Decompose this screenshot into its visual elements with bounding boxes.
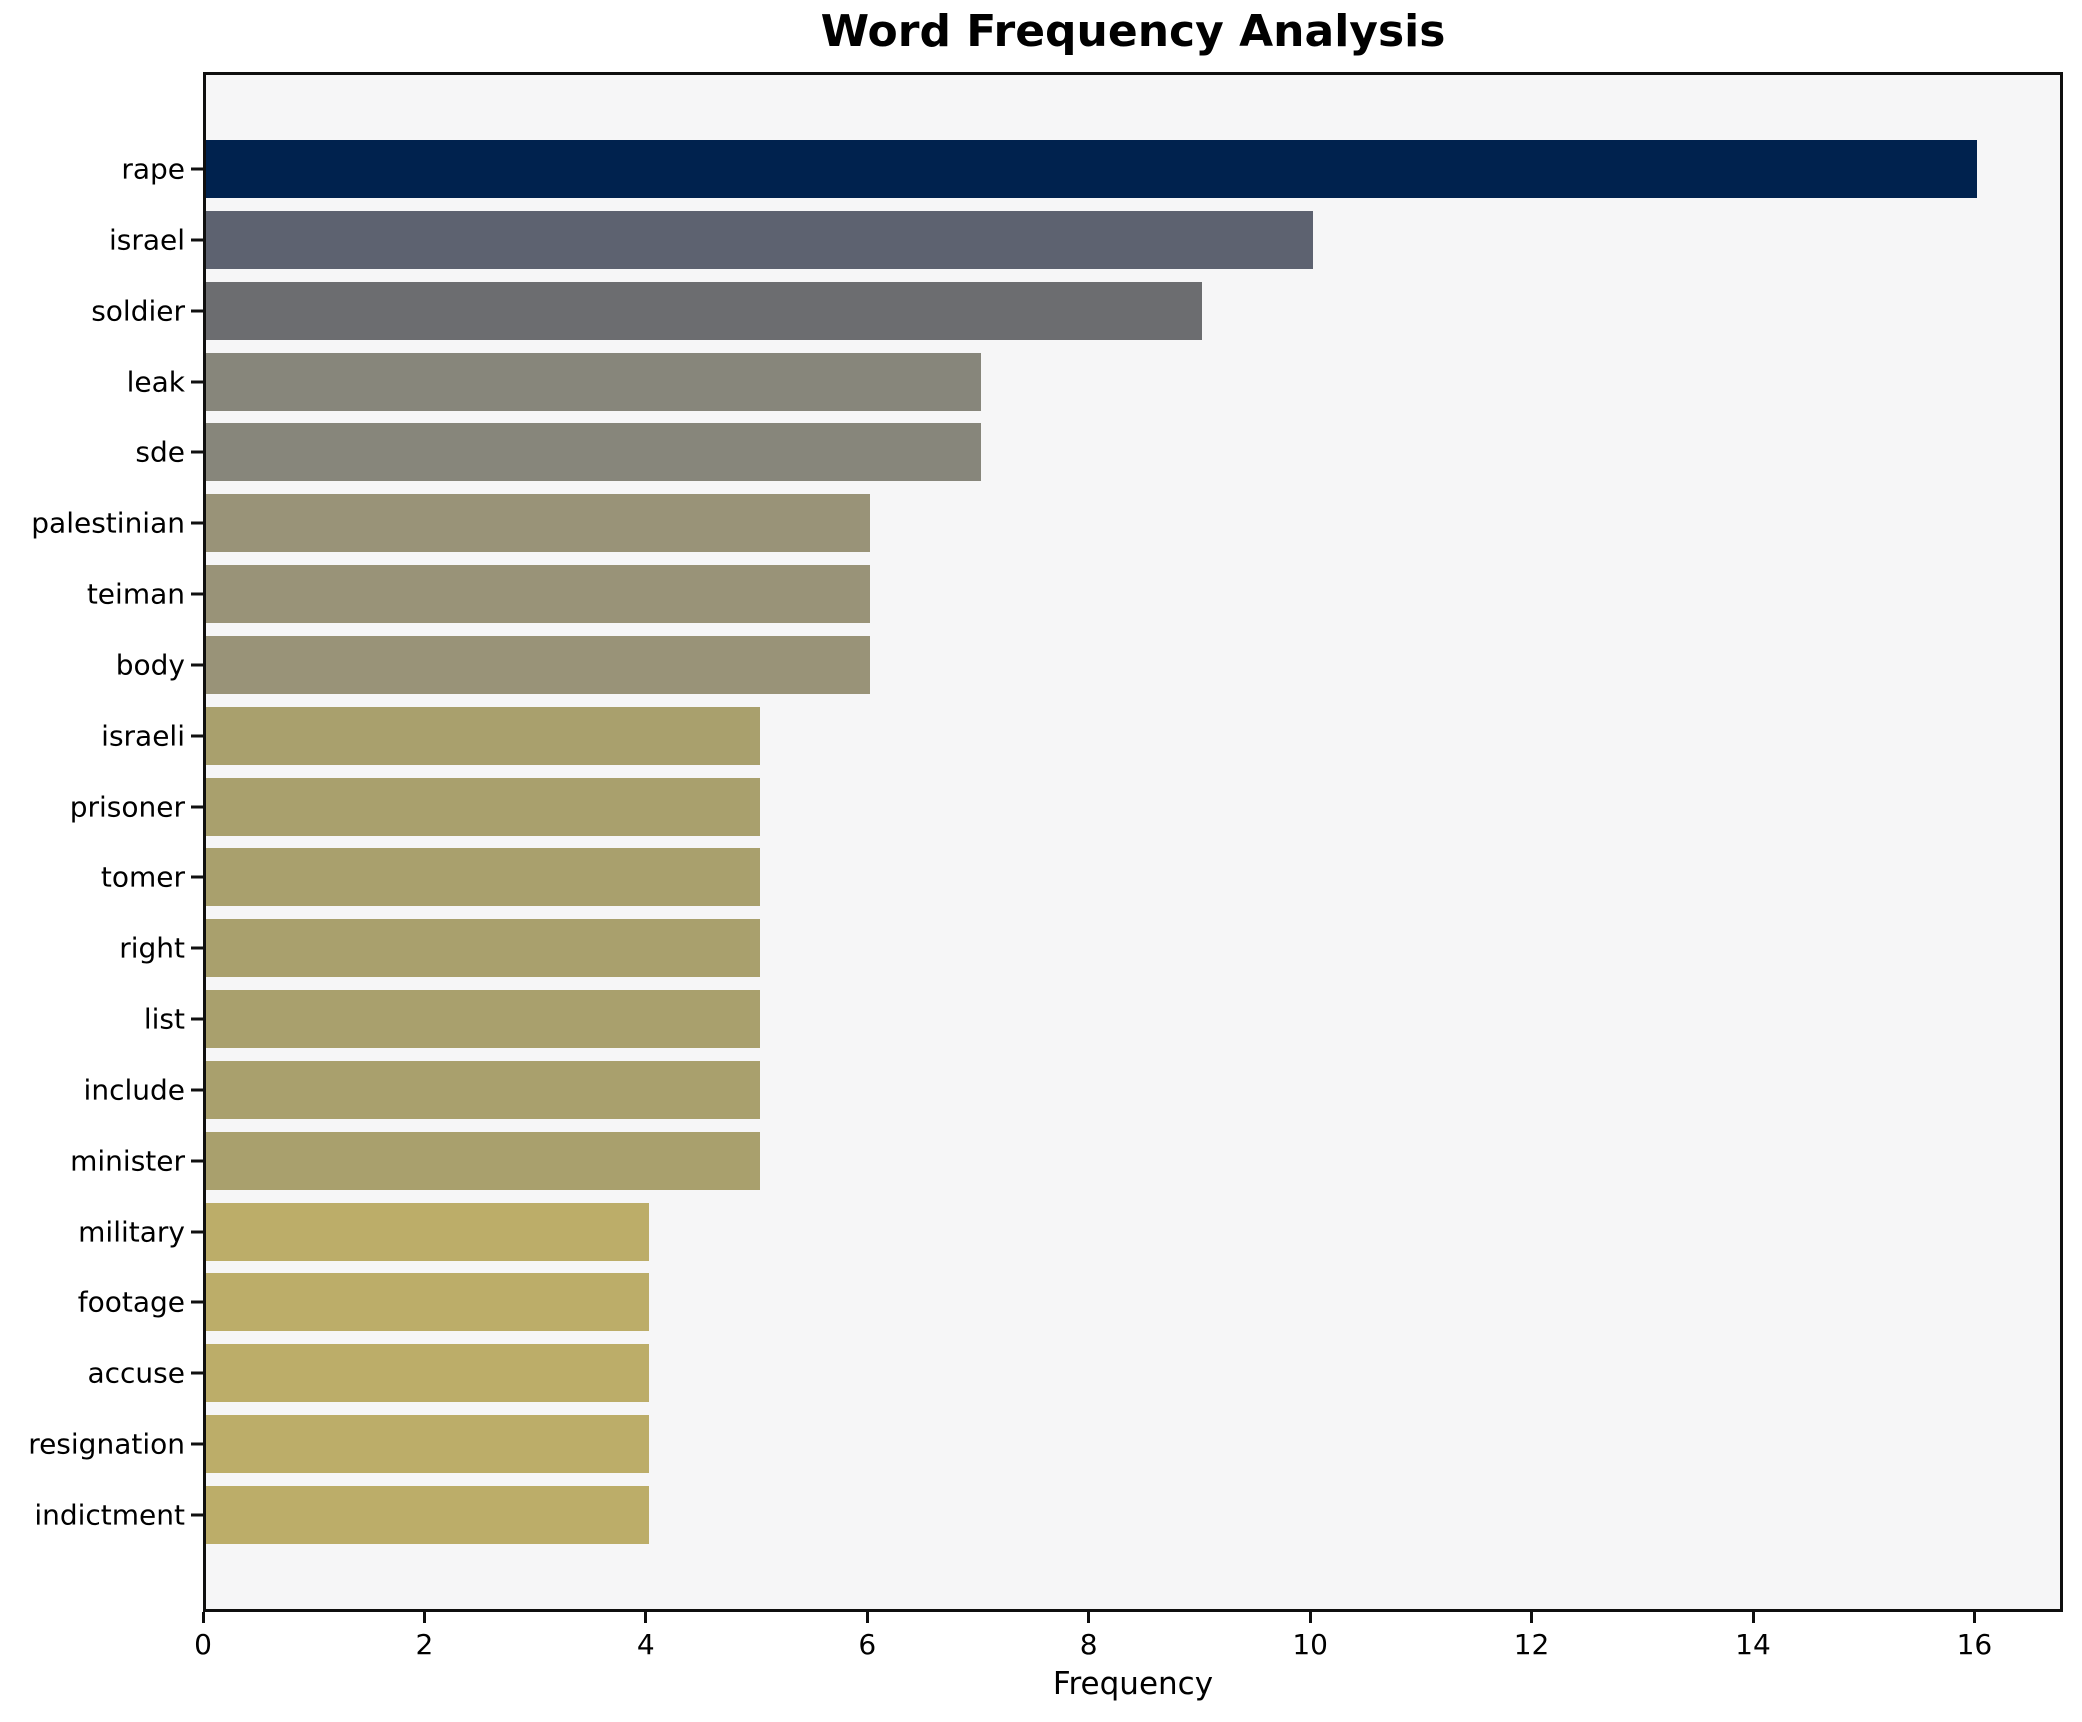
x-tick-label: 10 (1292, 1628, 1328, 1661)
bar-military (206, 1202, 649, 1261)
x-tick-mark (1972, 1612, 1976, 1623)
y-tick-mark (191, 238, 203, 242)
bar-list (206, 990, 760, 1049)
y-tick-mark (191, 167, 203, 171)
bar-leak (206, 352, 981, 411)
bar-teiman (206, 565, 871, 624)
bar-israeli (206, 706, 760, 765)
y-tick-label: military (78, 1215, 185, 1249)
y-tick-label: israeli (101, 719, 185, 753)
y-tick-label: tomer (100, 860, 185, 894)
bar-include (206, 1060, 760, 1119)
y-tick-mark (191, 309, 203, 313)
bar-rape (206, 140, 1978, 198)
x-tick-mark (1308, 1612, 1312, 1623)
x-tick-mark (865, 1612, 869, 1623)
bar-body (206, 635, 871, 694)
y-tick-mark (191, 592, 203, 596)
y-tick-mark (191, 1442, 203, 1446)
y-tick-mark (191, 1017, 203, 1021)
chart-title: Word Frequency Analysis (820, 6, 1446, 57)
bar-soldier (206, 281, 1203, 340)
y-tick-mark (191, 875, 203, 879)
bar-resignation (206, 1415, 649, 1474)
x-tick-label: 2 (415, 1628, 434, 1661)
y-tick-mark (191, 1088, 203, 1092)
y-tick-mark (191, 1513, 203, 1517)
y-tick-label: accuse (87, 1356, 185, 1390)
y-tick-label: soldier (91, 294, 185, 328)
x-axis-label: Frequency (1052, 1666, 1214, 1702)
y-tick-label: minister (70, 1144, 185, 1178)
x-tick-mark (422, 1612, 426, 1623)
y-tick-mark (191, 1300, 203, 1304)
x-tick-label: 6 (858, 1628, 877, 1661)
bar-footage (206, 1273, 649, 1332)
y-tick-label: rape (121, 152, 185, 186)
y-tick-label: body (115, 648, 185, 682)
y-tick-label: israel (108, 223, 185, 257)
x-tick-mark (644, 1612, 648, 1623)
bar-palestinian (206, 494, 871, 553)
bar-sde (206, 423, 981, 482)
y-tick-mark (191, 663, 203, 667)
y-tick-label: include (83, 1073, 185, 1107)
y-tick-label: footage (77, 1285, 185, 1319)
y-tick-mark (191, 1159, 203, 1163)
y-tick-label: leak (126, 365, 185, 399)
y-tick-mark (191, 380, 203, 384)
y-tick-label: resignation (28, 1427, 185, 1461)
bar-minister (206, 1131, 760, 1190)
x-tick-mark (1530, 1612, 1534, 1623)
x-tick-label: 8 (1079, 1628, 1098, 1661)
x-tick-mark (1087, 1612, 1091, 1623)
bar-accuse (206, 1344, 649, 1403)
y-tick-label: right (119, 931, 185, 965)
y-tick-mark (191, 1371, 203, 1375)
y-tick-mark (191, 734, 203, 738)
y-tick-label: prisoner (69, 790, 185, 824)
y-tick-mark (191, 805, 203, 809)
y-tick-mark (191, 1230, 203, 1234)
y-tick-label: indictment (34, 1498, 185, 1532)
x-tick-mark (201, 1612, 205, 1623)
y-tick-label: palestinian (31, 506, 185, 540)
x-tick-label: 0 (194, 1628, 212, 1661)
bar-tomer (206, 848, 760, 907)
y-tick-mark (191, 521, 203, 525)
y-tick-label: list (143, 1002, 185, 1036)
bar-indictment (206, 1485, 649, 1544)
x-tick-label: 4 (636, 1628, 655, 1661)
y-tick-mark (191, 450, 203, 454)
bar-right (206, 919, 760, 978)
y-tick-label: teiman (86, 577, 185, 611)
y-tick-mark (191, 946, 203, 950)
bar-israel (206, 210, 1314, 269)
x-tick-label: 16 (1956, 1628, 1993, 1661)
bar-prisoner (206, 777, 760, 836)
x-tick-mark (1751, 1612, 1755, 1623)
y-tick-label: sde (135, 435, 185, 469)
plot-area (203, 72, 2063, 1612)
x-tick-label: 14 (1735, 1628, 1771, 1661)
x-tick-label: 12 (1513, 1628, 1550, 1661)
